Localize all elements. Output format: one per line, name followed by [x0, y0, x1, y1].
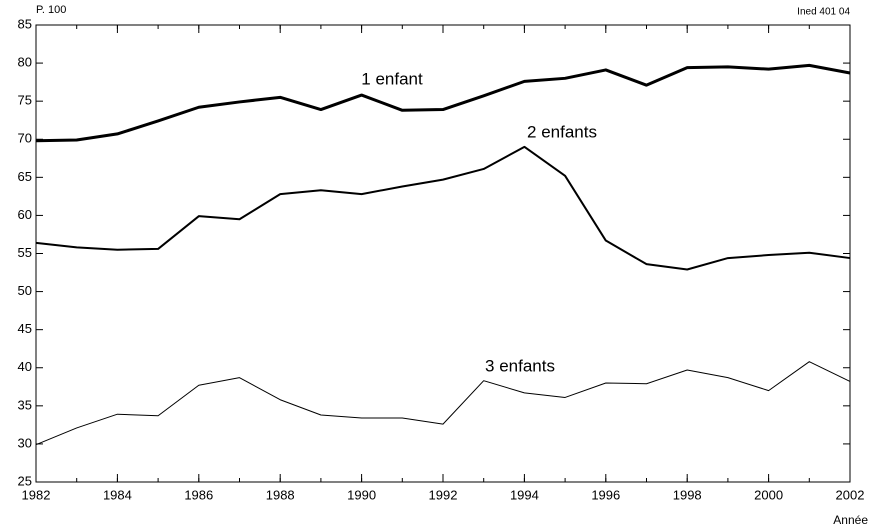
y-tick-label: 60 — [18, 207, 32, 222]
series-label: 2 enfants — [527, 122, 597, 141]
series-line — [35, 63, 851, 143]
x-tick-label: 2000 — [754, 487, 783, 502]
series-label: 3 enfants — [485, 356, 555, 375]
x-tick-label: 1990 — [347, 487, 376, 502]
y-tick-label: 55 — [18, 245, 32, 260]
y-tick-label: 35 — [18, 397, 32, 412]
x-tick-label: 1986 — [184, 487, 213, 502]
y-axis-label: P. 100 — [36, 4, 66, 16]
y-tick-label: 40 — [18, 359, 32, 374]
y-tick-label: 30 — [18, 435, 32, 450]
series-line — [35, 361, 851, 446]
y-tick-label: 75 — [18, 93, 32, 108]
x-tick-label: 1996 — [591, 487, 620, 502]
y-tick-label: 25 — [18, 473, 32, 488]
y-tick-label: 80 — [18, 55, 32, 70]
y-tick-label: 50 — [18, 283, 32, 298]
x-axis-label: Année — [833, 513, 868, 527]
y-tick-label: 85 — [18, 16, 32, 31]
x-tick-label: 1998 — [673, 487, 702, 502]
plot-frame — [35, 24, 851, 483]
series-label: 1 enfant — [361, 69, 423, 88]
source-note: Ined 401 04 — [797, 7, 850, 18]
x-tick-label: 1982 — [22, 487, 51, 502]
x-tick-label: 1984 — [103, 487, 132, 502]
x-tick-label: 1988 — [266, 487, 295, 502]
x-tick-label: 2002 — [836, 487, 865, 502]
y-tick-label: 45 — [18, 321, 32, 336]
series-line — [35, 145, 851, 271]
x-tick-label: 1994 — [510, 487, 539, 502]
y-tick-label: 65 — [18, 169, 32, 184]
y-tick-label: 70 — [18, 131, 32, 146]
x-tick-label: 1992 — [429, 487, 458, 502]
